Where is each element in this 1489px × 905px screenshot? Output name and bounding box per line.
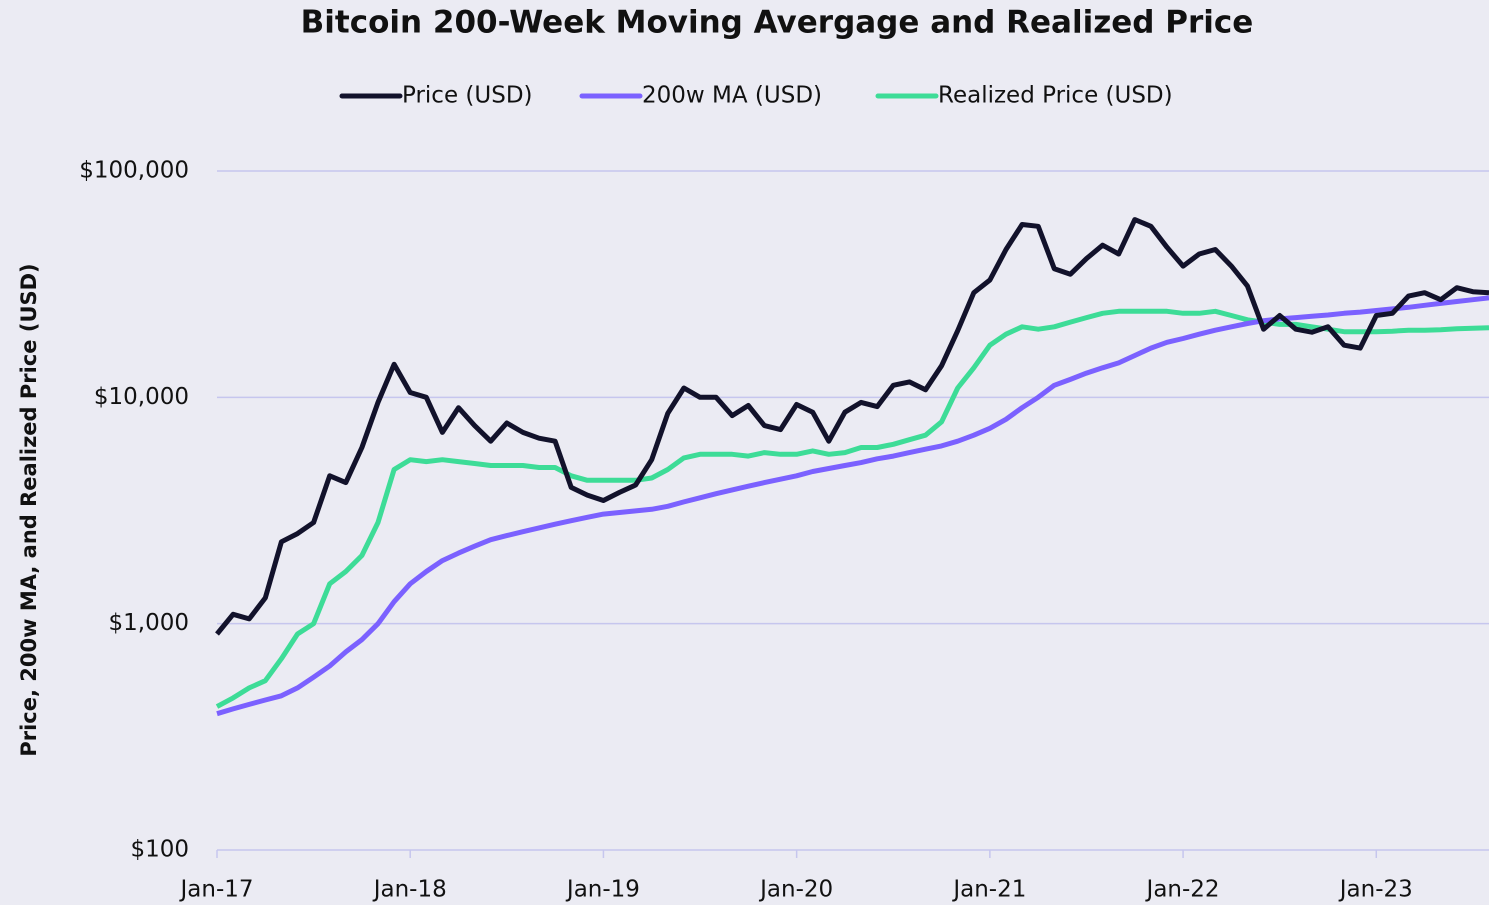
x-tick-label: Jan-19 — [565, 877, 640, 903]
y-tick-label: $10,000 — [94, 384, 189, 410]
legend-label: 200w MA (USD) — [642, 83, 822, 109]
y-tick-label: $1,000 — [109, 610, 189, 636]
legend-label: Realized Price (USD) — [938, 83, 1173, 109]
y-tick-label: $100 — [130, 837, 189, 863]
x-tick-label: Jan-21 — [951, 877, 1026, 903]
legend-label: Price (USD) — [402, 83, 533, 109]
x-tick-label: Jan-20 — [758, 877, 833, 903]
series-line — [215, 308, 1489, 709]
x-tick-label: Jan-17 — [178, 877, 253, 903]
y-tick-label: $100,000 — [79, 158, 189, 184]
x-tick-label: Jan-23 — [1338, 877, 1413, 903]
x-tick-label: Jan-18 — [372, 877, 447, 903]
chart-title: Bitcoin 200-Week Moving Avergage and Rea… — [301, 5, 1254, 41]
y-axis-label: Price, 200w MA, and Realized Price (USD) — [17, 263, 41, 756]
series-line — [215, 217, 1489, 636]
x-tick-label: Jan-22 — [1145, 877, 1220, 903]
